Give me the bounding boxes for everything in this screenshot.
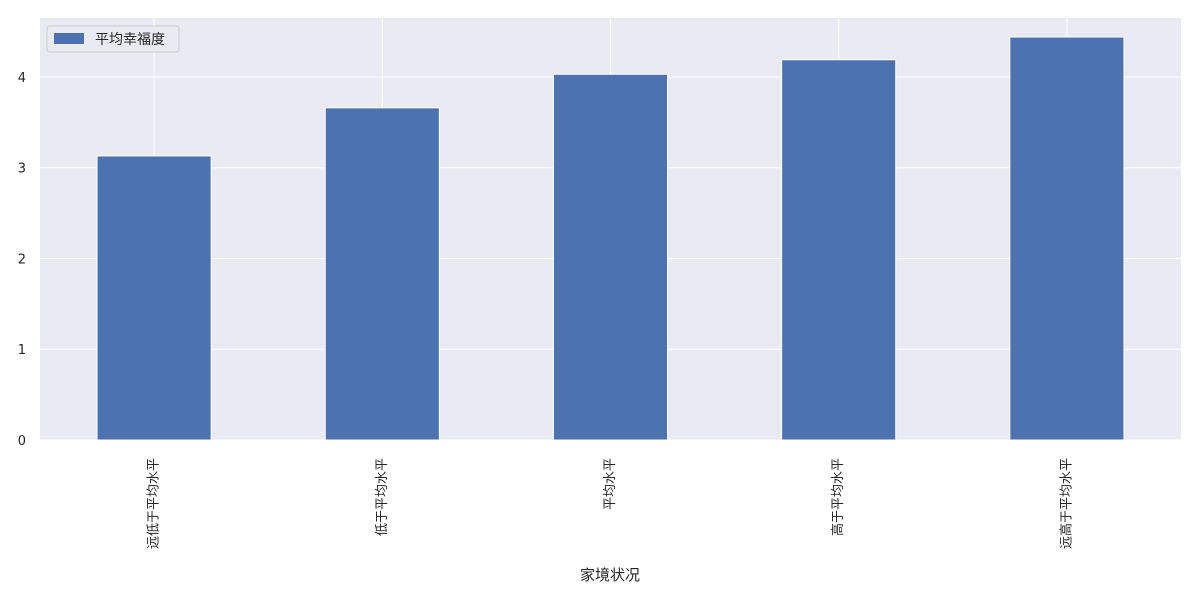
x-tick-label: 高于平均水平 (830, 458, 846, 536)
legend-label: 平均幸福度 (95, 32, 165, 48)
y-tick-label: 4 (18, 71, 26, 86)
legend: 平均幸福度 (46, 25, 180, 53)
x-tick-label: 低于平均水平 (375, 458, 390, 536)
bar (1009, 36, 1125, 441)
bar (324, 107, 440, 441)
legend-box (46, 25, 180, 53)
x-axis-title: 家境状况 (580, 566, 640, 584)
y-tick-label: 1 (18, 343, 26, 358)
x-axis-ticks: 远低于平均水平 低于平均水平 平均水平 高于平均水平 远高于平均水平 (147, 458, 1075, 549)
x-tick-label: 远高于平均水平 (1058, 458, 1074, 549)
y-tick-label: 0 (18, 434, 26, 449)
y-axis-ticks: 0 1 2 3 4 (18, 71, 26, 449)
y-tick-label: 3 (18, 162, 26, 177)
bars (96, 36, 1125, 441)
x-tick-label: 远低于平均水平 (147, 458, 162, 549)
y-tick-label: 2 (18, 252, 26, 267)
bar (552, 73, 669, 441)
legend-swatch (54, 33, 84, 44)
bar (781, 59, 897, 441)
x-tick-label: 平均水平 (603, 458, 618, 510)
bar (96, 155, 212, 441)
